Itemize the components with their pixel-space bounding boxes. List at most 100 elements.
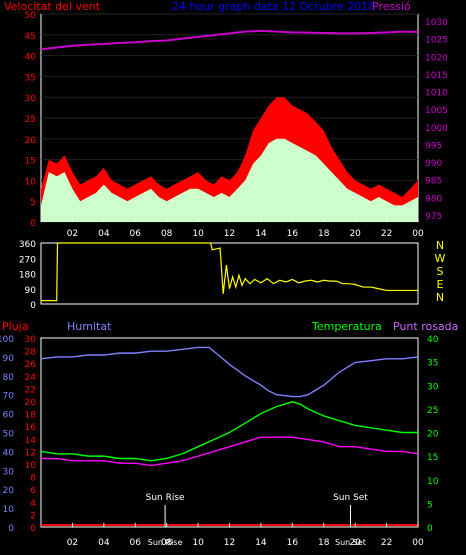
direction-tick-label: 180 bbox=[19, 271, 36, 281]
temperature-tick-label: 40 bbox=[427, 335, 439, 345]
wind-tick-label: 10 bbox=[25, 177, 37, 187]
wind-tick-label: 30 bbox=[25, 94, 37, 104]
hour-tick-label: 18 bbox=[318, 538, 330, 548]
hour-tick-label: 04 bbox=[98, 229, 110, 239]
wind-speed-axis: 0 5 10 15 20 25 30 35 40 45 50 bbox=[25, 11, 37, 229]
wind-average-area bbox=[41, 138, 418, 222]
humidity-tick-label: 6 bbox=[30, 486, 36, 496]
direction-series bbox=[41, 242, 418, 302]
wind-tick-label: 0 bbox=[30, 219, 36, 229]
pressure-line bbox=[40, 29, 419, 51]
hour-tick-label: 20 bbox=[349, 229, 361, 239]
hour-tick-label: 16 bbox=[287, 229, 299, 239]
pressure-label: Pressió bbox=[372, 0, 411, 13]
sun-axis-mark: Sun Set bbox=[335, 538, 366, 547]
dewpoint-label: Punt rosada bbox=[393, 320, 458, 333]
wind-series bbox=[40, 29, 419, 222]
wind-tick-label: 15 bbox=[25, 157, 36, 167]
hour-tick-label: 02 bbox=[67, 229, 78, 239]
humidity-tick-label: 18 bbox=[25, 411, 37, 421]
pressure-tick-label: 1015 bbox=[425, 71, 448, 81]
humidity-label: Humitat bbox=[67, 320, 112, 333]
pressure-tick-label: 1000 bbox=[425, 124, 448, 134]
compass-letter: W bbox=[435, 252, 446, 265]
hour-tick-label: 08 bbox=[161, 538, 173, 548]
wind-speed-label: Velocitat del vent bbox=[4, 0, 101, 13]
compass-letter: E bbox=[437, 278, 444, 291]
hour-tick-label: 14 bbox=[255, 538, 267, 548]
wind-tick-label: 40 bbox=[25, 53, 37, 63]
pressure-tick-label: 975 bbox=[425, 212, 442, 222]
hour-tick-label: 06 bbox=[130, 538, 142, 548]
rain-tick-label: 100 bbox=[0, 335, 14, 345]
rain-tick-label: 30 bbox=[3, 467, 15, 477]
temperature-tick-label: 5 bbox=[427, 500, 433, 510]
temperature-tick-label: 30 bbox=[427, 382, 439, 392]
sunrise-label: Sun Rise bbox=[146, 493, 185, 503]
humidity-tick-label: 30 bbox=[25, 335, 37, 345]
rain-tick-label: 70 bbox=[3, 392, 15, 402]
direction-axis: 0 90 180 270 360 bbox=[19, 240, 36, 311]
hour-tick-label: 12 bbox=[224, 229, 235, 239]
compass-letter: S bbox=[437, 265, 444, 278]
pressure-tick-label: 1025 bbox=[425, 36, 448, 46]
dewpoint-line bbox=[41, 436, 419, 467]
rain-tick-label: 40 bbox=[3, 448, 15, 458]
temperature-tick-label: 10 bbox=[427, 477, 439, 487]
temperature-label: Temperatura bbox=[311, 320, 382, 333]
hour-tick-label: 06 bbox=[130, 229, 142, 239]
direction-tick-label: 0 bbox=[30, 301, 36, 311]
humidity-tick-label: 4 bbox=[30, 499, 36, 509]
wind-pressure-panel: Velocitat del vent 24 hour graph data 12… bbox=[4, 0, 448, 239]
direction-plot-frame bbox=[40, 242, 419, 305]
sunset-label: Sun Set bbox=[333, 493, 368, 503]
rain-tick-label: 10 bbox=[3, 505, 15, 515]
compass-letter: N bbox=[436, 291, 444, 304]
temp-humidity-panel: Pluja Humitat Temperatura Punt rosada Su… bbox=[0, 320, 458, 548]
direction-tick-label: 360 bbox=[19, 240, 36, 250]
temperature-tick-label: 15 bbox=[427, 453, 438, 463]
sun-annotations: Sun Rise Sun Rise Sun Set Sun Set bbox=[146, 493, 369, 547]
wind-tick-label: 20 bbox=[25, 136, 37, 146]
hour-tick-label: 00 bbox=[412, 538, 424, 548]
hour-tick-label: 10 bbox=[192, 229, 204, 239]
hour-tick-label: 00 bbox=[412, 229, 424, 239]
hour-tick-label: 18 bbox=[318, 229, 330, 239]
pressure-tick-label: 980 bbox=[425, 194, 442, 204]
direction-tick-label: 270 bbox=[19, 255, 36, 265]
temperature-tick-label: 20 bbox=[427, 430, 439, 440]
sun-axis-mark: Sun Rise bbox=[148, 538, 183, 547]
humidity-tick-label: 20 bbox=[25, 398, 37, 408]
rain-tick-label: 60 bbox=[3, 411, 15, 421]
hour-tick-label: 16 bbox=[287, 538, 299, 548]
wind-tick-label: 45 bbox=[25, 32, 36, 42]
hour-tick-label: 04 bbox=[98, 538, 110, 548]
wind-tick-label: 50 bbox=[25, 11, 37, 21]
rain-label: Pluja bbox=[2, 320, 28, 333]
wind-tick-label: 25 bbox=[25, 115, 36, 125]
rain-axis: 0 10 20 30 40 50 60 70 80 90 100 bbox=[0, 335, 14, 534]
rain-tick-label: 50 bbox=[3, 430, 15, 440]
humidity-tick-label: 26 bbox=[25, 360, 37, 370]
humidity-tick-label: 0 bbox=[30, 524, 36, 534]
humidity-tick-label: 10 bbox=[25, 461, 37, 471]
temperature-tick-label: 0 bbox=[427, 524, 433, 534]
pressure-tick-label: 990 bbox=[425, 159, 442, 169]
wind-tick-label: 35 bbox=[25, 73, 36, 83]
pressure-tick-label: 995 bbox=[425, 141, 442, 151]
pressure-tick-label: 1030 bbox=[425, 18, 448, 28]
humidity-tick-label: 22 bbox=[25, 385, 36, 395]
compass-letter: N bbox=[436, 239, 444, 252]
hour-tick-label: 14 bbox=[255, 229, 267, 239]
temp-hour-axis: 02 04 06 08 10 12 14 16 18 20 22 00 bbox=[67, 523, 424, 548]
pressure-tick-label: 1005 bbox=[425, 106, 448, 116]
humidity-tick-label: 2 bbox=[30, 511, 36, 521]
rain-tick-label: 0 bbox=[8, 524, 14, 534]
temperature-tick-label: 35 bbox=[427, 359, 438, 369]
pressure-tick-label: 985 bbox=[425, 177, 442, 187]
humidity-tick-label: 16 bbox=[25, 423, 37, 433]
